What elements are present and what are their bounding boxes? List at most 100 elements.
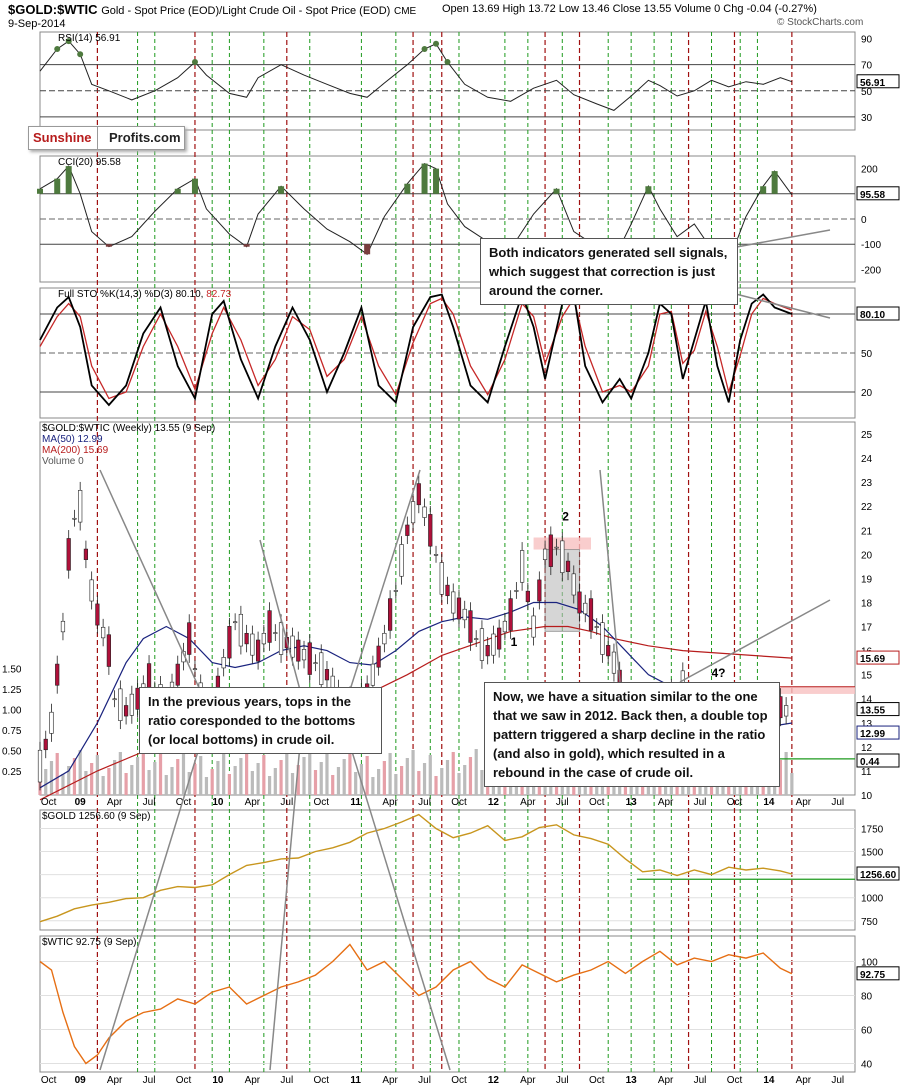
- candle-body: [497, 627, 502, 650]
- quote-summary: Open 13.69 High 13.72 Low 13.46 Close 13…: [442, 3, 817, 15]
- ratio-last-value: 13.55: [860, 706, 885, 717]
- chart-exchange: CME: [393, 6, 417, 17]
- volume-bar: [331, 775, 335, 795]
- volume-bar: [187, 772, 191, 795]
- rsi-overbought-fill: [421, 45, 428, 52]
- cci-tick-label: -200: [861, 265, 881, 276]
- ma200-legend: MA(200) 15.69: [42, 445, 109, 456]
- candle-body: [485, 645, 490, 657]
- candle-body: [66, 538, 71, 571]
- candle-body: [560, 540, 565, 573]
- cci-overbought-fill: [404, 183, 411, 194]
- volume-bar: [250, 771, 254, 795]
- x-axis-tick-label: Apr: [658, 797, 674, 808]
- volume-bar: [411, 750, 415, 795]
- volume-bar: [95, 755, 99, 795]
- candle-body: [78, 490, 83, 523]
- rsi-overbought-fill: [77, 51, 84, 58]
- candle-body: [55, 663, 60, 686]
- wtic-last-value: 92.75: [860, 970, 885, 981]
- volume-bar: [434, 776, 438, 795]
- cci-tick-label: 200: [861, 165, 878, 176]
- volume-bar: [124, 773, 128, 795]
- volume-bar: [417, 771, 421, 795]
- volume-bar: [55, 753, 59, 795]
- rsi-overbought-fill: [191, 59, 198, 66]
- candle-body: [514, 590, 519, 592]
- x-axis-tick-label: 11: [350, 1075, 361, 1086]
- volume-bar: [302, 757, 306, 795]
- candle-body: [72, 517, 77, 520]
- candle-body: [611, 651, 617, 674]
- x-axis-tick-label: 11: [350, 797, 361, 808]
- volume-bar: [451, 752, 455, 795]
- chart-date: 9-Sep-2014: [8, 18, 66, 30]
- sunshine-profits-logo: Sunshine Profits.com: [28, 126, 185, 150]
- x-axis-tick-label: Oct: [589, 1075, 605, 1086]
- volume-last-value: 0.44: [860, 757, 880, 768]
- ratio-tick-label: 21: [861, 526, 873, 537]
- ratio-tick-label: 13: [861, 719, 873, 730]
- x-axis-tick-label: Oct: [176, 1075, 192, 1086]
- volume-bar: [239, 758, 243, 795]
- rsi-overbought-fill: [54, 45, 61, 52]
- stoch-legend-d: 82.73: [206, 289, 231, 300]
- candle-body: [451, 591, 456, 614]
- volume-bar: [181, 751, 186, 795]
- volume-bar: [210, 769, 214, 795]
- volume-bar: [313, 770, 318, 795]
- candle-body: [588, 598, 594, 631]
- stoch-legend: Full STO %K(14,3) %D(3) 80.10, 82.73: [58, 289, 232, 300]
- x-axis-tick-label: 12: [488, 1075, 500, 1086]
- volume-bar: [336, 767, 341, 795]
- x-axis-tick-label: Jul: [556, 1075, 569, 1086]
- wtic-tick-label: 60: [861, 1026, 873, 1037]
- volume-bar: [480, 770, 484, 795]
- volume-tick-label: 0.25: [2, 767, 22, 778]
- candle-body: [600, 622, 605, 655]
- volume-bar: [61, 774, 65, 795]
- candle-body: [296, 639, 301, 662]
- candle-body: [531, 615, 536, 638]
- x-axis-tick-label: Jul: [280, 797, 293, 808]
- volume-bar: [101, 776, 105, 795]
- x-axis-tick-label: Oct: [176, 797, 192, 808]
- callout-pointer: [349, 744, 451, 1071]
- cci-overbought-fill: [37, 188, 43, 194]
- volume-bar: [790, 773, 794, 795]
- panel-frame-wtic: [39, 935, 856, 1073]
- rsi-overbought-fill: [65, 38, 72, 45]
- volume-bar: [199, 756, 203, 795]
- candle-body: [106, 634, 111, 667]
- candle-body: [313, 662, 318, 664]
- volume-bar: [399, 766, 404, 795]
- volume-bar: [382, 761, 386, 795]
- volume-tick-label: 1.50: [2, 665, 22, 676]
- callout-pointer: [719, 289, 831, 319]
- volume-bar: [784, 752, 788, 795]
- x-axis-tick-label: Apr: [658, 1075, 674, 1086]
- volume-bar: [445, 760, 450, 795]
- ma50-last-value: 12.99: [860, 729, 885, 740]
- x-axis-tick-label: Jul: [694, 1075, 707, 1086]
- ratio-tick-label: 17: [861, 623, 873, 634]
- candle-body: [606, 645, 611, 657]
- x-axis-tick-label: 10: [212, 1075, 224, 1086]
- candle-body: [462, 608, 467, 621]
- volume-bar: [135, 757, 140, 795]
- candle-body: [267, 610, 272, 643]
- volume-bar: [233, 766, 237, 795]
- candle-body: [445, 584, 450, 597]
- volume-bar: [394, 774, 398, 795]
- x-axis-tick-label: 09: [75, 1075, 87, 1086]
- candle-body: [428, 514, 433, 547]
- cci-overbought-fill: [54, 178, 61, 194]
- candle-body: [433, 554, 439, 556]
- cci-oversold-fill: [364, 244, 371, 255]
- rsi-tick-label: 30: [861, 113, 873, 124]
- cci-overbought-fill: [433, 168, 440, 194]
- volume-tick-label: 1.25: [2, 685, 22, 696]
- volume-tick-label: 0.50: [2, 747, 22, 758]
- candle-body: [83, 548, 89, 560]
- ratio-tick-label: 10: [861, 791, 873, 802]
